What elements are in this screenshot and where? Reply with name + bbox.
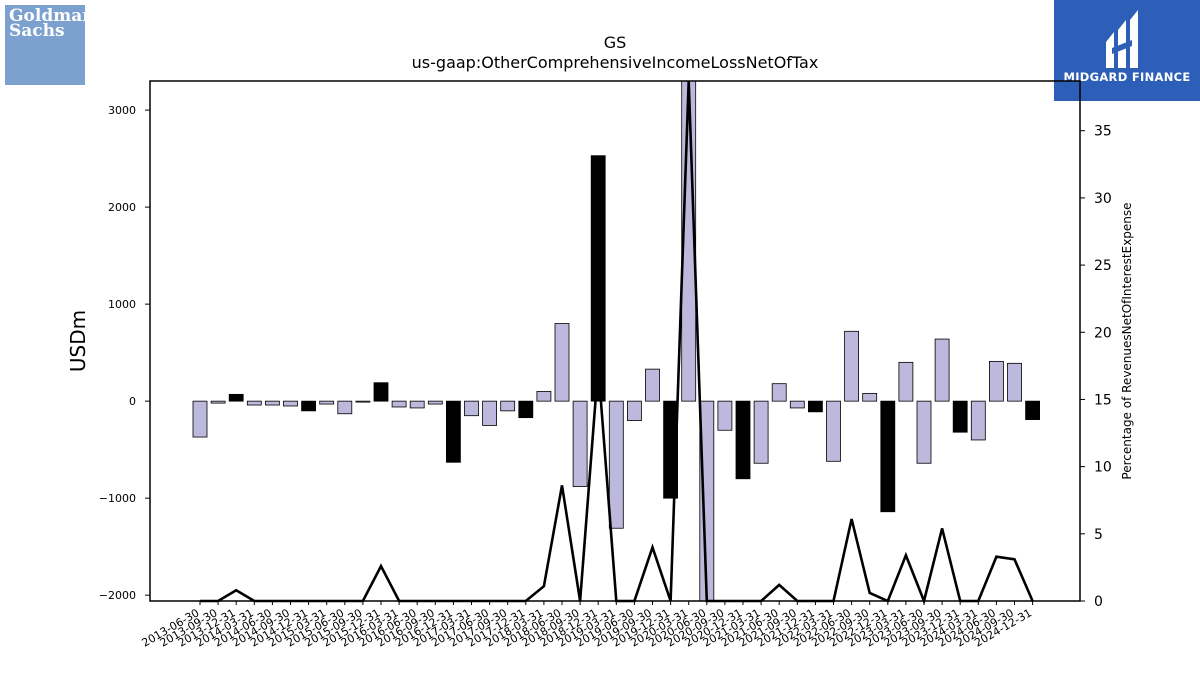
bar: [789, 400, 805, 409]
y-tick-label: 3000: [108, 104, 136, 117]
bar: [952, 400, 968, 433]
bar: [916, 400, 932, 464]
bar: [898, 361, 914, 402]
bar: [246, 400, 262, 406]
bar: [808, 400, 823, 413]
y-axis-label: USDm: [66, 310, 90, 372]
chart-title: GS: [604, 33, 627, 52]
y2-tick-label: 35: [1094, 124, 1112, 140]
bar: [536, 391, 552, 402]
bar: [590, 155, 606, 402]
y2-axis: 0 5 10 15 20 25 30 35: [1080, 124, 1112, 610]
bar: [391, 400, 407, 408]
y-tick-label: −2000: [99, 589, 136, 602]
bar-series: [192, 80, 1040, 602]
bar: [735, 400, 751, 480]
y2-tick-label: 20: [1094, 325, 1112, 341]
bar: [210, 400, 226, 404]
bar: [228, 393, 244, 402]
bar: [826, 400, 841, 462]
bar: [192, 400, 208, 438]
bar: [373, 382, 389, 402]
chart-subtitle: us-gaap:OtherComprehensiveIncomeLossNetO…: [412, 53, 819, 72]
bar: [1007, 362, 1022, 402]
bar: [970, 400, 986, 441]
y2-tick-label: 15: [1094, 392, 1112, 408]
bar: [518, 400, 534, 419]
x-axis: 2013-06-302013-09-302013-12-312014-03-31…: [140, 601, 1034, 650]
y-tick-label: −1000: [99, 492, 136, 505]
bar: [500, 400, 516, 412]
y-tick-label: 0: [129, 395, 136, 408]
bar: [934, 338, 950, 402]
y-axis: −2000 −1000 0 1000 2000 3000: [99, 104, 150, 602]
y2-tick-label: 10: [1094, 460, 1112, 476]
bar: [1025, 400, 1040, 420]
goldman-sachs-logo: Goldman Sachs: [5, 5, 95, 85]
bar: [445, 400, 461, 463]
bar: [717, 400, 733, 431]
y2-tick-label: 5: [1094, 527, 1103, 543]
bar: [771, 383, 787, 402]
bar: [337, 400, 353, 415]
bar: [409, 400, 425, 409]
bar: [645, 368, 660, 402]
y2-tick-label: 25: [1094, 258, 1112, 274]
y2-axis-label: Percentage of RevenuesNetOfInterestExpen…: [1120, 202, 1134, 479]
bar: [482, 400, 498, 426]
bar: [862, 392, 878, 402]
bar: [464, 400, 479, 417]
y-tick-label: 1000: [108, 298, 136, 311]
bar: [427, 400, 443, 405]
bar: [989, 360, 1004, 402]
bar: [301, 400, 317, 412]
bar: [880, 400, 896, 513]
goldman-sachs-wordmark: Goldman Sachs: [9, 6, 95, 41]
plot-frame: [149, 80, 1081, 602]
y2-tick-label: 0: [1094, 594, 1103, 610]
bar: [355, 400, 371, 403]
bar: [319, 400, 335, 405]
y2-tick-label: 30: [1094, 191, 1112, 207]
bar: [572, 400, 588, 487]
bar: [627, 400, 642, 421]
midgard-finance-wordmark: MIDGARD FINANCE: [1063, 70, 1191, 84]
bar: [608, 400, 624, 529]
bar: [283, 400, 298, 407]
bar: [264, 400, 280, 406]
bar: [753, 400, 769, 464]
y-tick-label: 2000: [108, 201, 136, 214]
bar: [554, 323, 570, 402]
midgard-finance-logo: MIDGARD FINANCE: [1054, 0, 1200, 101]
bar: [844, 330, 859, 402]
midgard-mark-icon: [1106, 10, 1138, 68]
